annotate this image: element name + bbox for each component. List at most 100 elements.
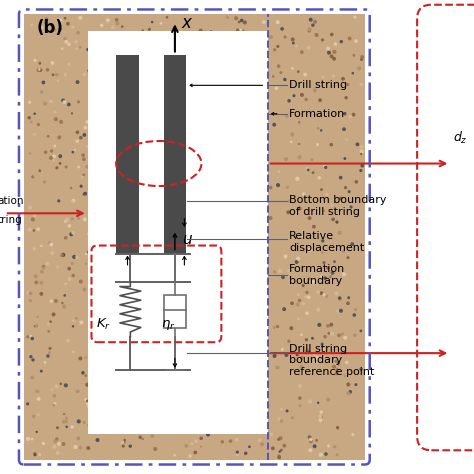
Point xyxy=(65,265,73,273)
Point xyxy=(37,66,45,74)
Point xyxy=(285,337,292,345)
Point xyxy=(82,250,90,258)
Point xyxy=(328,330,336,337)
Point xyxy=(299,203,307,211)
Point xyxy=(73,45,81,53)
Point xyxy=(176,37,183,45)
Point xyxy=(328,201,336,209)
Point xyxy=(334,307,342,315)
Point xyxy=(58,45,66,53)
Point xyxy=(188,440,196,447)
Point xyxy=(205,242,212,249)
Point xyxy=(301,142,309,149)
Point xyxy=(238,83,246,91)
Bar xyxy=(164,295,186,328)
Point xyxy=(342,94,350,101)
Point xyxy=(179,415,187,422)
Point xyxy=(289,414,296,421)
Point xyxy=(182,199,190,206)
Point xyxy=(61,292,69,299)
Point xyxy=(207,28,215,36)
Point xyxy=(158,360,165,368)
Point xyxy=(269,73,277,80)
Point xyxy=(327,196,335,203)
Point xyxy=(282,155,290,163)
Point xyxy=(63,38,70,46)
Point xyxy=(278,406,285,413)
Point xyxy=(110,39,118,46)
Point xyxy=(76,44,84,51)
Point xyxy=(34,313,41,321)
Point xyxy=(328,178,336,185)
Point xyxy=(135,182,142,190)
Point xyxy=(307,108,315,115)
Point xyxy=(189,69,197,76)
Point xyxy=(119,201,127,209)
Point xyxy=(342,186,349,193)
Point xyxy=(305,44,312,51)
Point xyxy=(352,281,360,289)
Point xyxy=(350,311,358,319)
Point xyxy=(99,203,107,211)
Point xyxy=(338,391,346,399)
Point xyxy=(265,291,273,299)
Point xyxy=(187,154,195,161)
Point xyxy=(77,444,84,451)
Text: $u$: $u$ xyxy=(182,232,193,247)
Point xyxy=(296,297,303,304)
Point xyxy=(235,355,243,362)
Point xyxy=(75,163,82,171)
Point xyxy=(61,98,68,106)
Point xyxy=(169,135,177,143)
Point xyxy=(105,362,113,369)
Point xyxy=(210,264,217,272)
Point xyxy=(79,369,87,377)
Point xyxy=(210,73,217,81)
Text: Formation: Formation xyxy=(289,109,346,119)
Point xyxy=(290,304,298,311)
Point xyxy=(356,102,363,109)
Point xyxy=(348,68,356,76)
Point xyxy=(163,14,171,21)
Point xyxy=(221,319,228,327)
Point xyxy=(138,173,146,180)
Point xyxy=(78,319,85,326)
Point xyxy=(349,69,356,77)
Point xyxy=(95,408,102,415)
Point xyxy=(334,424,341,431)
Point xyxy=(281,271,289,279)
Bar xyxy=(164,197,186,254)
Point xyxy=(246,356,254,364)
Point xyxy=(162,347,169,355)
Point xyxy=(54,449,62,457)
Point xyxy=(191,407,199,415)
Point xyxy=(83,381,91,389)
Point xyxy=(324,27,332,34)
Point xyxy=(346,113,354,120)
Point xyxy=(324,245,331,252)
Point xyxy=(63,414,70,422)
Point xyxy=(156,364,164,371)
Point xyxy=(133,179,140,186)
Point xyxy=(170,292,178,299)
Point xyxy=(180,340,188,348)
Point xyxy=(231,31,238,38)
Point xyxy=(36,451,44,458)
Point xyxy=(93,74,100,82)
Point xyxy=(50,401,58,409)
Point xyxy=(321,34,328,42)
Point xyxy=(328,202,335,210)
Point xyxy=(288,131,296,138)
Point xyxy=(49,71,57,79)
Point xyxy=(271,101,278,109)
Point xyxy=(279,128,286,136)
Point xyxy=(149,271,157,279)
Point xyxy=(201,28,209,36)
Point xyxy=(282,253,289,260)
Point xyxy=(147,206,155,213)
Point xyxy=(297,301,305,309)
Point xyxy=(339,153,347,160)
Point xyxy=(257,281,264,289)
Point xyxy=(259,242,266,250)
Text: Drill string: Drill string xyxy=(289,80,347,91)
